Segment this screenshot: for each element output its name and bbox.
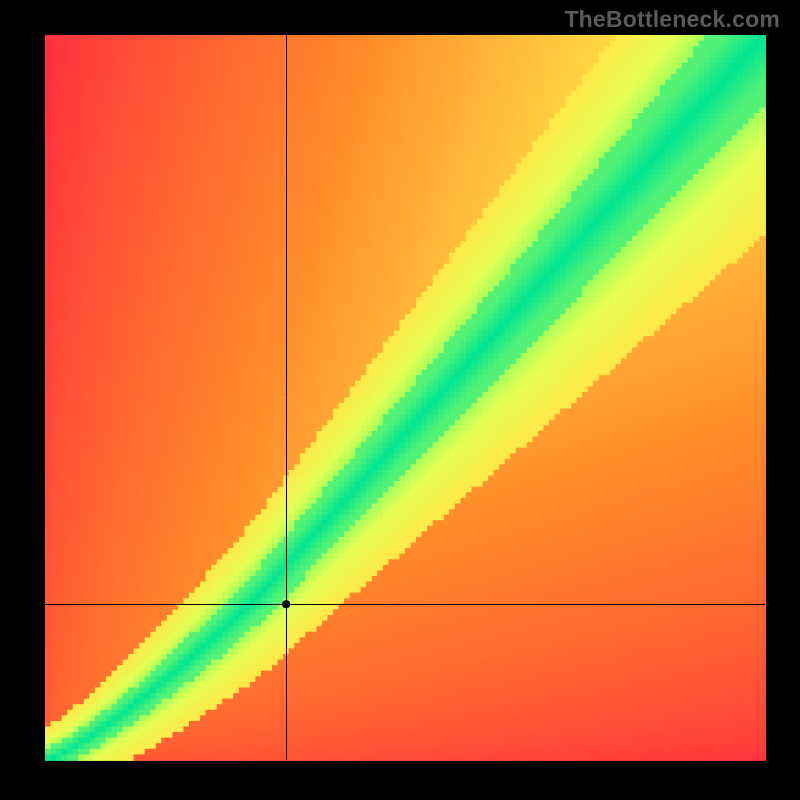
watermark-text: TheBottleneck.com [564,6,780,33]
bottleneck-heatmap [0,0,800,800]
chart-container: TheBottleneck.com [0,0,800,800]
